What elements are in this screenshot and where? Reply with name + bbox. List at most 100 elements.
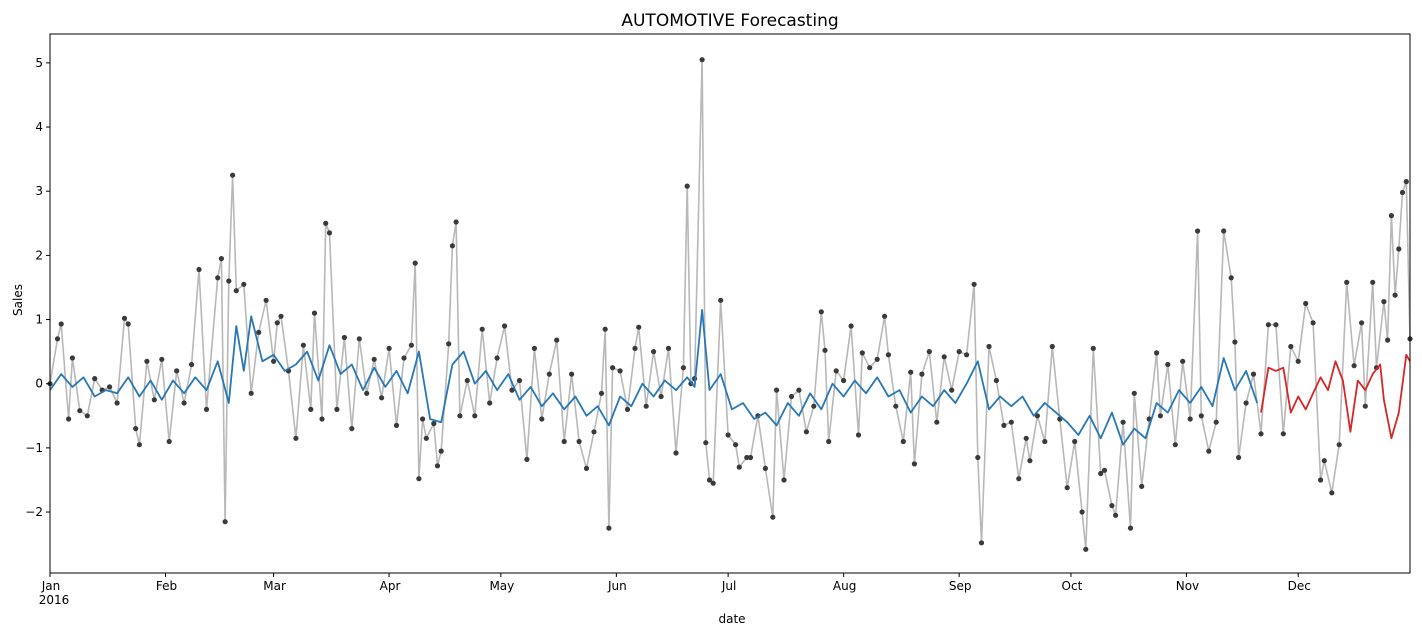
series-line-fitted <box>49 308 1259 446</box>
data-point-observed <box>1295 358 1301 364</box>
data-point-observed <box>1008 419 1014 425</box>
data-point-observed <box>334 406 340 412</box>
data-point-observed <box>263 297 269 303</box>
data-point-observed <box>189 361 195 368</box>
data-point-observed <box>598 390 605 396</box>
data-point-observed <box>1329 490 1335 496</box>
y-tick-label: 3 <box>35 184 43 198</box>
data-point-observed <box>781 477 787 483</box>
data-point-observed <box>1187 416 1193 422</box>
data-point-observed <box>1113 512 1119 518</box>
data-point-observed <box>531 345 538 351</box>
data-point-observed <box>233 288 239 294</box>
data-point-observed <box>181 400 187 406</box>
data-point-observed <box>1321 458 1327 464</box>
data-point-observed <box>174 368 180 374</box>
data-point-observed <box>610 365 616 371</box>
data-point-observed <box>1310 320 1316 326</box>
data-point-observed <box>423 435 429 441</box>
data-point-observed <box>371 356 377 362</box>
data-point-observed <box>718 297 724 303</box>
data-point-observed <box>725 432 731 438</box>
data-point-observed <box>703 440 709 446</box>
data-point-observed <box>926 349 932 355</box>
data-point-observed <box>1049 343 1055 350</box>
data-point-observed <box>1072 438 1078 445</box>
data-point-observed <box>1280 431 1286 437</box>
data-point-observed <box>591 429 597 435</box>
data-point-observed <box>311 310 318 316</box>
data-point-observed <box>1042 438 1048 445</box>
data-point-observed <box>293 435 299 441</box>
y-tick-label: −1 <box>25 441 43 455</box>
data-point-observed <box>472 413 478 419</box>
data-point-observed <box>66 416 72 422</box>
y-tick-label: 2 <box>35 248 43 262</box>
x-tick-label: Jul <box>721 579 736 593</box>
x-tick-label: Oct <box>1062 579 1083 593</box>
data-point-observed <box>218 256 224 262</box>
data-point-observed <box>1120 419 1126 425</box>
data-point-observed <box>833 368 839 374</box>
data-point-observed <box>606 525 612 531</box>
data-point-observed <box>151 397 157 403</box>
data-point-observed <box>1236 454 1242 461</box>
data-point-observed <box>1213 419 1219 425</box>
data-point-observed <box>1064 485 1070 491</box>
data-point-observed <box>1180 358 1186 364</box>
data-point-observed <box>680 365 687 371</box>
data-point-observed <box>867 365 873 371</box>
data-point-observed <box>643 403 649 409</box>
data-point-observed <box>136 442 142 448</box>
data-point-observed <box>1396 246 1402 252</box>
x-tick-label: Apr <box>380 579 401 593</box>
data-point-observed <box>464 377 470 384</box>
x-tick-label: Aug <box>833 579 856 593</box>
data-point-observed <box>438 448 444 454</box>
data-point-observed <box>524 456 530 462</box>
data-point-observed <box>364 390 370 396</box>
data-point-observed <box>114 400 120 406</box>
data-point-observed <box>1228 275 1234 281</box>
data-point-observed <box>986 343 992 350</box>
data-point-observed <box>956 349 962 355</box>
data-point-observed <box>602 326 608 332</box>
data-point-observed <box>84 413 90 419</box>
x-tick-label: Dec <box>1288 579 1311 593</box>
data-point-observed <box>803 429 810 435</box>
data-point-observed <box>855 432 862 438</box>
data-point-observed <box>1101 467 1108 473</box>
data-point-observed <box>747 454 754 461</box>
data-point-observed <box>774 387 780 393</box>
data-point-observed <box>1399 189 1406 196</box>
data-point-observed <box>453 219 459 225</box>
data-point-observed <box>159 356 165 362</box>
data-point-observed <box>885 352 892 358</box>
data-point-observed <box>658 393 664 400</box>
data-point-observed <box>1336 442 1342 448</box>
data-point-observed <box>1221 228 1227 234</box>
data-point-observed <box>859 350 865 356</box>
data-point-observed <box>1273 322 1279 328</box>
data-point-observed <box>1154 350 1160 356</box>
data-point-observed <box>69 355 75 361</box>
data-point-observed <box>561 438 567 445</box>
series-line-forecast <box>1260 353 1411 440</box>
data-point-observed <box>583 465 590 471</box>
data-point-observed <box>699 57 705 63</box>
data-point-observed <box>971 281 977 287</box>
data-point-observed <box>624 406 631 412</box>
data-point-observed <box>1385 337 1391 343</box>
data-point-observed <box>1344 279 1350 285</box>
data-point-observed <box>841 377 847 384</box>
data-point-observed <box>1109 503 1115 509</box>
data-point-observed <box>92 376 98 382</box>
data-point-observed <box>133 426 139 432</box>
data-point-observed <box>1016 476 1022 482</box>
x-tick-label: Mar <box>263 579 286 593</box>
data-point-observed <box>1023 435 1029 441</box>
data-point-observed <box>230 172 236 178</box>
data-point-observed <box>326 230 333 236</box>
